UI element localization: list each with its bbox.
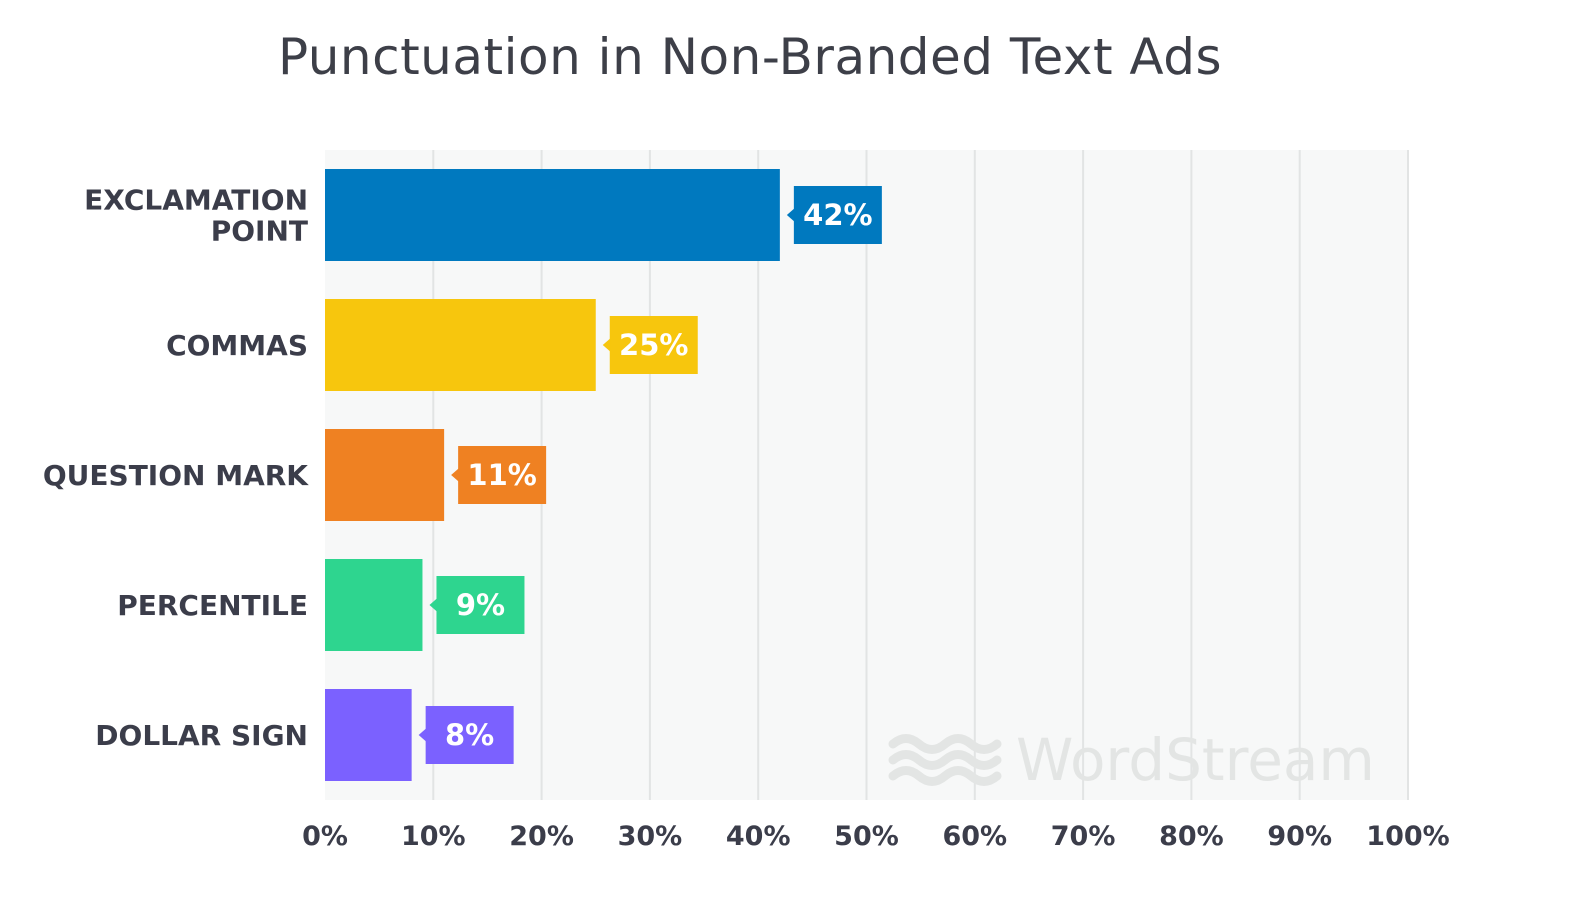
watermark-text: WordStream xyxy=(1016,726,1375,794)
watermark: WordStream xyxy=(888,726,1375,794)
data-label-pointer xyxy=(418,728,427,742)
data-label-pointer xyxy=(451,468,460,482)
gridlines xyxy=(432,150,1409,800)
chart-title: Punctuation in Non-Branded Text Ads xyxy=(277,28,1223,86)
bar xyxy=(325,299,596,391)
data-label-pointer xyxy=(786,208,795,222)
category-label: COMMAS xyxy=(166,329,308,362)
data-label-box xyxy=(793,186,882,244)
x-tick-label: 100% xyxy=(1366,821,1449,852)
x-tick-label: 70% xyxy=(1051,821,1116,852)
x-tick-label: 50% xyxy=(834,821,899,852)
x-tick-label: 90% xyxy=(1267,821,1332,852)
category-label: EXCLAMATION POINT xyxy=(84,184,308,248)
x-tick-label: 30% xyxy=(618,821,683,852)
x-axis-ticks: 0% 10% 20% 30% 40% 50% 60% 70% 80% 90% 100% xyxy=(302,821,1450,852)
x-tick-label: 40% xyxy=(726,821,791,852)
data-label: 11% xyxy=(467,458,536,492)
x-tick-label: 20% xyxy=(509,821,574,852)
data-label: 8% xyxy=(445,718,494,752)
data-label: 25% xyxy=(619,328,688,362)
category-label: QUESTION MARK xyxy=(43,459,309,492)
category-label: DOLLAR SIGN xyxy=(95,719,308,752)
x-tick-label: 0% xyxy=(302,821,348,852)
wordstream-logo-icon xyxy=(888,734,1002,786)
bar xyxy=(325,689,412,781)
category-label: PERCENTILE xyxy=(117,589,308,622)
data-label-pointer xyxy=(429,598,438,612)
data-label-box xyxy=(458,446,547,504)
bar xyxy=(325,429,445,521)
data-label: 9% xyxy=(456,588,505,622)
bar xyxy=(325,169,780,261)
x-tick-label: 60% xyxy=(942,821,1007,852)
data-label-box xyxy=(436,576,525,634)
x-tick-label: 10% xyxy=(401,821,466,852)
category-labels: EXCLAMATION POINT COMMAS QUESTION MARK PERCE… xyxy=(43,184,309,753)
data-label-pointer xyxy=(602,338,611,352)
data-label: 42% xyxy=(803,198,872,232)
x-tick-label: 80% xyxy=(1159,821,1224,852)
data-label-box xyxy=(425,706,514,764)
bars: 42% 25% 11% 9% 8% xyxy=(325,169,882,781)
bar xyxy=(325,559,423,651)
data-label-box xyxy=(609,316,698,374)
